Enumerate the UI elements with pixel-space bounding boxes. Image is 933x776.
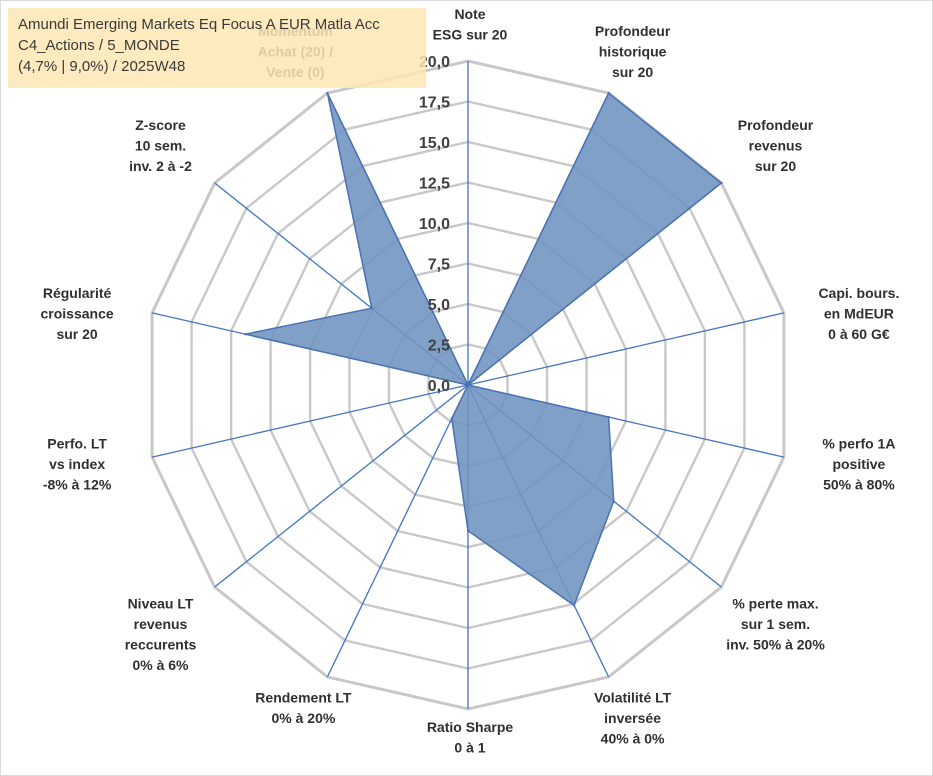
axis-label-line: 50% à 80% [823,477,895,493]
tick-label: 2,5 [428,338,450,355]
axis-label-line: -8% à 12% [43,477,112,493]
axis-label-line: sur 20 [612,64,653,80]
axis-label-line: Ratio Sharpe [427,719,514,735]
axis-label-2: Profondeur revenus sur 20 [738,117,814,174]
axis-label-line: 0% à 6% [132,657,189,673]
axis-label-11: Régularité croissance sur 20 [41,285,114,342]
data-point [450,417,453,420]
axis-label-4: % perfo 1A positive 50% à 80% [822,436,895,493]
tick-label: 5,0 [428,297,450,314]
axis-labels: Note ESG sur 20 Profondeur historique sur 20… [41,6,900,756]
axis-label-line: 0% à 20% [271,710,335,726]
axis-label-line: 0 à 60 G€ [828,326,890,342]
axis-label-line: Profondeur [738,117,814,133]
axis-label-7: Ratio Sharpe 0 à 1 [427,719,514,756]
axis-label-line: Capi. bours. [818,285,899,301]
tick-label: 20,0 [419,54,450,71]
axis-label-line: Profondeur [595,23,671,39]
data-point [612,500,615,503]
series-area [244,92,723,607]
data-point [466,529,470,532]
axis-label-10: Perfo. LT vs index -8% à 12% [43,436,112,493]
radial-tick-labels: 0,0 2,5 5,0 7,5 10,0 12,5 15,0 17,5 20,0 [419,54,450,395]
data-point [244,333,247,336]
axis-label-line: Perfo. LT [47,436,107,452]
axis-spoke [214,384,469,588]
axis-label-line: reccurents [125,637,197,653]
axis-label-line: revenus [134,616,188,632]
axis-label-line: Niveau LT [128,596,194,612]
axis-label-line: 0 à 1 [454,740,485,756]
data-point [466,383,470,387]
axis-label-line: positive [832,456,885,472]
axis-label-line: ESG sur 20 [433,27,508,43]
axis-label-line: en MdEUR [824,306,894,322]
axis-label-line: Note [454,6,485,22]
axis-label-line: croissance [41,306,114,322]
data-point [370,307,373,310]
data-point [720,181,723,185]
axis-label-line: Régularité [43,285,112,301]
axis-label-line: historique [599,44,667,60]
axis-spoke [151,384,469,458]
axis-label-line: 40% à 0% [601,731,665,747]
chart-title-box: Amundi Emerging Markets Eq Focus A EUR M… [8,8,426,88]
axis-label-9: Niveau LT revenus reccurents 0% à 6% [125,596,197,674]
axis-label-line: sur 20 [755,158,796,174]
axis-label-line: Rendement LT [255,690,352,706]
axis-label-line: inv. 50% à 20% [726,637,825,653]
data-point [326,91,329,95]
axis-label-line: vs index [49,456,105,472]
data-point [572,604,576,607]
axis-label-5: % perte max. sur 1 sem. inv. 50% à 20% [726,596,825,653]
axis-label-12: Z-score 10 sem. inv. 2 à -2 [129,117,192,174]
data-point [607,415,610,419]
axis-label-line: inv. 2 à -2 [129,158,192,174]
fund-stats: (4,7% | 9,0%) / 2025W48 [18,58,186,75]
axis-label-line: Z-score [135,117,186,133]
tick-label: 0,0 [428,378,450,395]
axis-spoke [467,312,785,386]
tick-label: 15,0 [419,135,450,152]
axis-label-line: % perte max. [732,596,818,612]
axis-label-0: Note ESG sur 20 [433,6,508,43]
fund-category: C4_Actions / 5_MONDE [18,37,180,54]
axis-label-line: 10 sem. [135,137,186,153]
axis-label-6: Volatilité LT inversée 40% à 0% [594,690,672,747]
axis-label-line: sur 1 sem. [741,616,810,632]
axis-label-line: inversée [604,710,661,726]
fund-name: Amundi Emerging Markets Eq Focus A EUR M… [18,16,380,33]
radar-series [244,91,723,607]
axis-label-line: % perfo 1A [822,436,895,452]
tick-label: 17,5 [419,95,450,112]
tick-label: 10,0 [419,216,450,233]
axis-label-3: Capi. bours. en MdEUR 0 à 60 G€ [818,285,899,342]
axis-label-1: Profondeur historique sur 20 [595,23,671,80]
data-point [607,91,610,95]
tick-label: 7,5 [428,257,450,274]
axis-label-line: revenus [749,137,803,153]
axis-label-line: Volatilité LT [594,690,672,706]
tick-label: 12,5 [419,176,450,193]
axis-spoke [326,384,469,678]
axis-label-line: sur 20 [56,326,97,342]
axis-label-8: Rendement LT 0% à 20% [255,690,352,727]
